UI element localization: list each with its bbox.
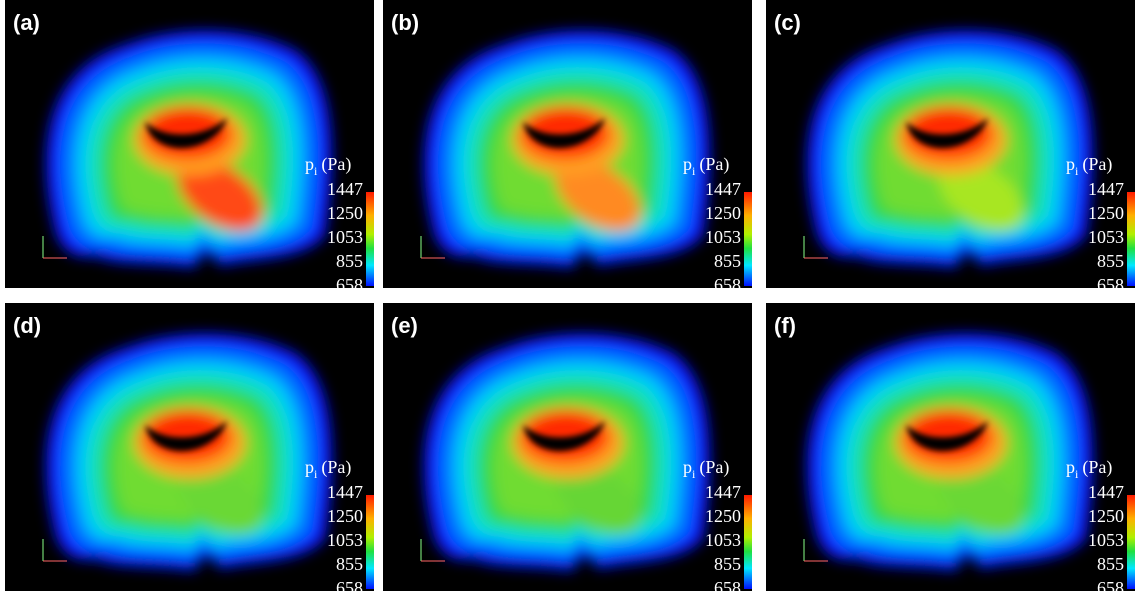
colorbar-symbol: p (305, 457, 314, 477)
colorbar (744, 192, 752, 286)
panel-label: (f) (774, 313, 796, 338)
colorbar-subscript: i (1075, 164, 1079, 178)
colorbar-symbol: p (683, 457, 692, 477)
colorbar (366, 495, 374, 589)
pressure-field (807, 30, 1093, 268)
colorbar-tick-label: 1250 (705, 203, 741, 223)
axis-triad (420, 236, 445, 259)
colorbar-tick-label: 855 (1097, 251, 1124, 271)
colorbar-tick-label: 1250 (327, 506, 363, 526)
colorbar-tick-label: 1447 (1088, 179, 1124, 199)
colorbar-unit: (Pa) (699, 457, 729, 478)
colorbar-tick-label: 855 (714, 554, 741, 574)
pressure-field (46, 30, 332, 268)
colorbar-tick-label: 1053 (1088, 530, 1124, 550)
cavity (523, 118, 605, 149)
colorbar-tick-label: 1250 (1088, 506, 1124, 526)
axis-triad (803, 539, 828, 562)
pressure-field (424, 333, 710, 571)
colorbar-symbol: p (1066, 154, 1075, 174)
colorbar-tick-label: 855 (336, 554, 363, 574)
colorbar-tick-label: 1447 (1088, 482, 1124, 502)
cavity (145, 421, 227, 452)
colorbar-tick-label: 855 (1097, 554, 1124, 574)
colorbar-tick-label: 1447 (327, 482, 363, 502)
colorbar-tick-label: 1250 (1088, 203, 1124, 223)
pressure-field (807, 333, 1093, 571)
colorbar-title: pi (Pa) (1066, 457, 1112, 481)
colorbar-tick-label: 658 (336, 578, 363, 591)
colorbar-tick-label: 1250 (327, 203, 363, 223)
colorbar-subscript: i (314, 164, 318, 178)
cavity (906, 421, 988, 452)
colorbar (1127, 192, 1135, 286)
axis-triad (803, 236, 828, 259)
cavity (523, 421, 605, 452)
colorbar-unit: (Pa) (699, 154, 729, 175)
panel-label: (e) (391, 313, 418, 338)
colorbar-tick-label: 658 (714, 275, 741, 295)
colorbar-unit: (Pa) (321, 457, 351, 478)
colorbar-tick-label: 1447 (705, 482, 741, 502)
cavity (145, 118, 227, 149)
panel-label: (a) (13, 10, 40, 35)
colorbar-tick-label: 1053 (327, 530, 363, 550)
colorbar (1127, 495, 1135, 589)
colorbar-tick-label: 658 (714, 578, 741, 591)
colorbar-symbol: p (1066, 457, 1075, 477)
panel-label: (c) (774, 10, 801, 35)
pressure-field (424, 30, 710, 268)
colorbar-subscript: i (692, 164, 696, 178)
colorbar-symbol: p (683, 154, 692, 174)
colorbar-subscript: i (692, 467, 696, 481)
colorbar-subscript: i (1075, 467, 1079, 481)
colorbar (366, 192, 374, 286)
panel-label: (d) (13, 313, 41, 338)
colorbar-unit: (Pa) (1082, 154, 1112, 175)
colorbar-tick-label: 1250 (705, 506, 741, 526)
colorbar-tick-label: 1447 (705, 179, 741, 199)
colorbar-title: pi (Pa) (305, 457, 351, 481)
colorbar-tick-label: 1053 (1088, 227, 1124, 247)
axis-triad (42, 539, 67, 562)
pressure-field (46, 333, 332, 571)
axis-triad (42, 236, 67, 259)
colorbar-tick-label: 658 (1097, 275, 1124, 295)
cavity (906, 118, 988, 149)
colorbar-tick-label: 1053 (705, 530, 741, 550)
colorbar-tick-label: 855 (336, 251, 363, 271)
colorbar-title: pi (Pa) (1066, 154, 1112, 178)
colorbar-unit: (Pa) (321, 154, 351, 175)
colorbar-symbol: p (305, 154, 314, 174)
colorbar-tick-label: 1447 (327, 179, 363, 199)
colorbar-tick-label: 1053 (327, 227, 363, 247)
colorbar-title: pi (Pa) (683, 154, 729, 178)
colorbar-tick-label: 1053 (705, 227, 741, 247)
colorbar (744, 495, 752, 589)
colorbar-tick-label: 855 (714, 251, 741, 271)
colorbar-subscript: i (314, 467, 318, 481)
panel-label: (b) (391, 10, 419, 35)
colorbar-unit: (Pa) (1082, 457, 1112, 478)
colorbar-tick-label: 658 (336, 275, 363, 295)
colorbar-title: pi (Pa) (683, 457, 729, 481)
colorbar-title: pi (Pa) (305, 154, 351, 178)
colorbar-tick-label: 658 (1097, 578, 1124, 591)
axis-triad (420, 539, 445, 562)
